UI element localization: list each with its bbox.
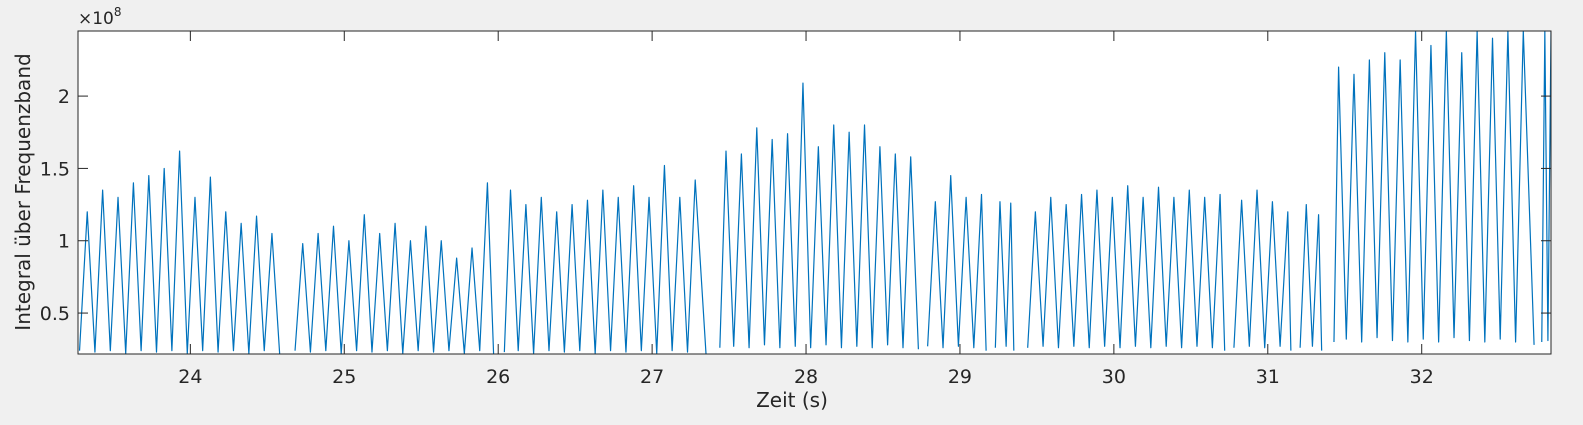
x-tick-label: 27 — [640, 366, 664, 388]
y-multiplier: ×108 — [78, 5, 122, 29]
y-tick-label: 1 — [58, 231, 70, 253]
x-tick-label: 31 — [1256, 366, 1280, 388]
y-multiplier-base: ×10 — [78, 9, 114, 29]
x-tick-label: 32 — [1410, 366, 1434, 388]
x-tick-label: 25 — [332, 366, 356, 388]
data-layer — [78, 31, 1551, 354]
x-tick-label: 30 — [1102, 366, 1126, 388]
x-axis-label: Zeit (s) — [756, 388, 828, 412]
x-tick-label: 28 — [794, 366, 818, 388]
y-axis-label: Integral über Frequenzband — [11, 53, 35, 330]
axes-box — [77, 30, 1552, 355]
x-tick-label: 24 — [178, 366, 202, 388]
x-tick-label: 26 — [486, 366, 510, 388]
y-tick-label: 2 — [58, 86, 70, 108]
y-tick-label: 1.5 — [40, 158, 70, 180]
y-tick-label: 0.5 — [40, 303, 70, 325]
y-multiplier-exponent: 8 — [114, 5, 122, 19]
plot-area — [78, 31, 1551, 354]
series-line — [78, 31, 1551, 354]
x-tick-label: 29 — [948, 366, 972, 388]
